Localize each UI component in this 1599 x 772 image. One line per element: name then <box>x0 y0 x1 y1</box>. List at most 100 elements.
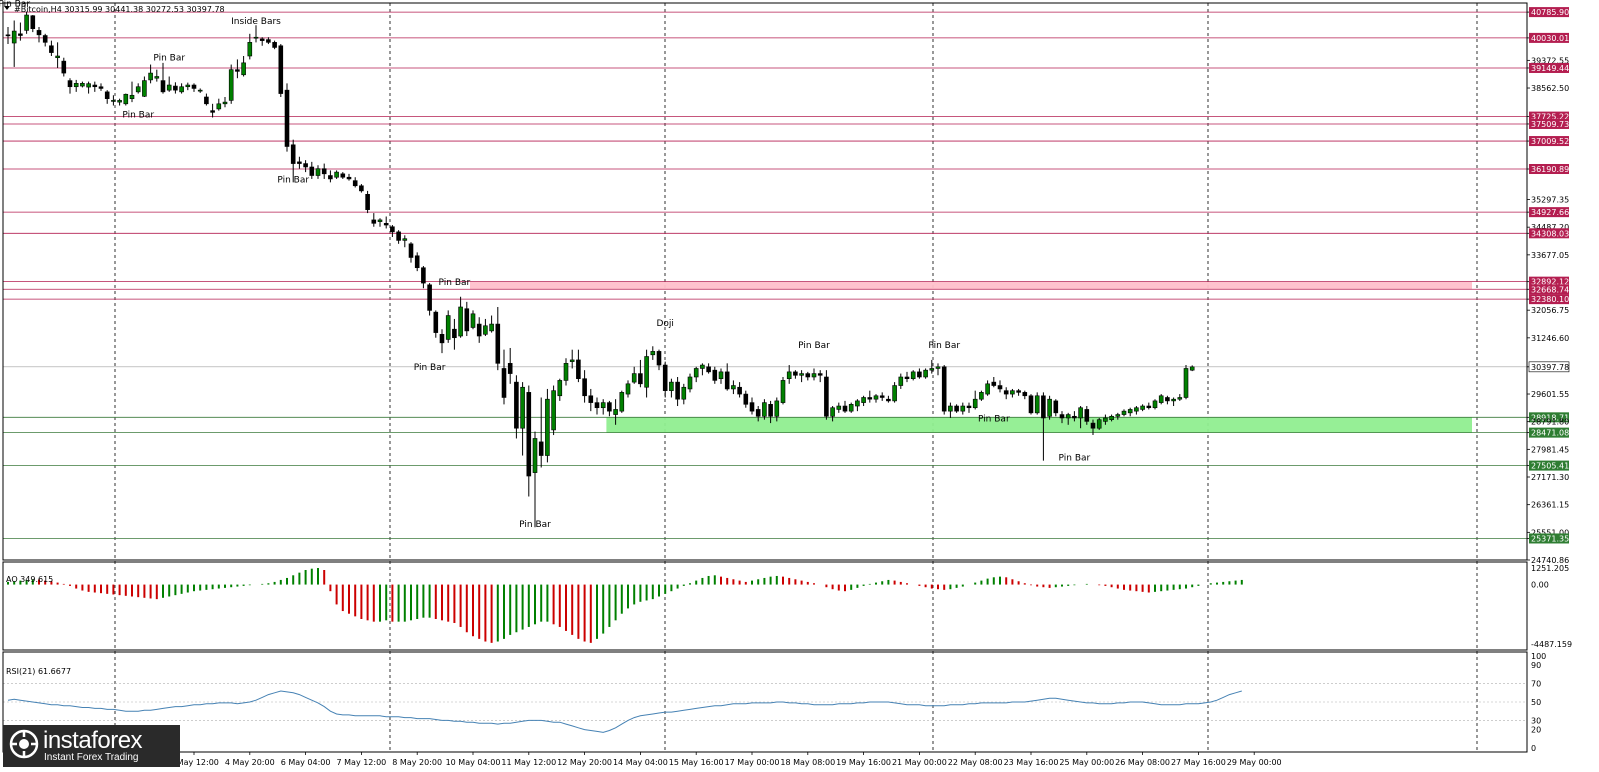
bull-candle <box>848 404 854 412</box>
bear-candle <box>346 176 352 180</box>
bear-candle <box>1084 409 1090 422</box>
bear-candle <box>61 60 67 74</box>
bear-candle <box>5 34 11 37</box>
bear-candle <box>439 334 445 344</box>
chart-header: #Bitcoin,H4 30315.99 30441.38 30272.53 3… <box>14 5 225 14</box>
price-label-box <box>1528 361 1570 373</box>
green-zone <box>606 417 1472 433</box>
instaforex-logo: instaforex Instant Forex Trading <box>3 725 180 767</box>
bear-candle <box>36 30 42 36</box>
bear-candle <box>160 80 166 93</box>
price-tick-label: 24740.86 <box>1531 556 1569 565</box>
bear-candle <box>755 409 761 417</box>
pattern-label: Pin Bar <box>122 110 154 120</box>
bear-candle <box>576 359 581 380</box>
bear-candle <box>712 369 718 381</box>
bear-candle <box>383 223 389 226</box>
bear-candle <box>737 386 742 395</box>
bear-candle <box>396 231 401 241</box>
bull-candle <box>123 93 129 105</box>
bear-candle <box>272 42 277 48</box>
bull-candle <box>985 383 990 395</box>
pattern-label: Pin Bar <box>519 520 551 530</box>
bull-candle <box>1065 414 1071 419</box>
pattern-label: Pin Bar <box>153 53 185 63</box>
bull-candle <box>11 30 17 44</box>
bear-candle <box>42 35 48 43</box>
bear-candle <box>1016 390 1021 393</box>
bull-candle <box>681 386 687 400</box>
pattern-label: Pin Bar <box>928 341 960 351</box>
time-tick-label: 26 May 08:00 <box>1115 758 1170 767</box>
bull-candle <box>693 368 699 378</box>
bull-candle <box>222 101 228 105</box>
bull-candle <box>1047 398 1052 417</box>
bull-candle <box>551 390 556 431</box>
bear-candle <box>290 144 296 164</box>
triangle-down-icon[interactable] <box>4 6 10 10</box>
ao-tick-label: 0.00 <box>1531 581 1549 590</box>
pattern-label: Pin Bar <box>0 0 30 9</box>
bear-candle <box>427 284 432 311</box>
bear-candle <box>328 175 333 180</box>
time-tick-label: 22 May 08:00 <box>948 758 1003 767</box>
price-tick-label: 25371.35 <box>1531 534 1569 543</box>
bull-candle <box>129 94 135 99</box>
bear-candle <box>1165 397 1170 402</box>
bull-candle <box>631 373 637 383</box>
bull-candle <box>718 371 724 380</box>
price-tick-label: 39372.55 <box>1531 56 1569 65</box>
bull-candle <box>600 402 606 409</box>
bull-candle <box>55 55 60 59</box>
bull-candle <box>873 395 879 400</box>
bear-candle <box>67 80 73 88</box>
bull-candle <box>197 89 203 92</box>
time-tick-label: 11 May 12:00 <box>501 758 556 767</box>
bull-candle <box>228 69 234 101</box>
price-label-box <box>1529 412 1569 423</box>
bear-candle <box>1059 414 1065 419</box>
bear-candle <box>805 373 811 378</box>
bear-candle <box>433 311 439 333</box>
bull-candle <box>972 398 978 409</box>
bear-candle <box>452 328 457 339</box>
bear-candle <box>98 86 104 89</box>
rsi-layer <box>3 683 1527 733</box>
bear-candle <box>495 323 501 364</box>
bear-candle <box>309 166 315 176</box>
bear-candle <box>817 373 823 376</box>
price-tick-label: 26361.15 <box>1531 501 1569 510</box>
bear-candle <box>514 381 519 429</box>
price-tick-label: 37509.73 <box>1531 120 1569 129</box>
bear-candle <box>365 194 370 210</box>
bear-candle <box>886 398 891 402</box>
bull-candle <box>1121 410 1127 415</box>
bull-candle <box>483 325 488 335</box>
bull-candle <box>960 405 966 412</box>
bear-candle <box>824 376 829 417</box>
bear-candle <box>501 368 507 398</box>
bull-candle <box>830 407 835 417</box>
bull-candle <box>910 371 916 380</box>
bull-candle <box>111 100 116 102</box>
price-label-box <box>1529 228 1569 239</box>
bull-candle <box>24 14 29 31</box>
bear-candle <box>390 226 395 233</box>
bear-candle <box>464 308 470 332</box>
bear-candle <box>297 161 302 164</box>
bull-candle <box>644 356 649 388</box>
annotation-layer: Pin Bar Inside Bars Pin Bar Pin Bar Pin Bar P… <box>0 0 1091 530</box>
bear-candle <box>321 168 327 175</box>
bull-candle <box>892 385 897 402</box>
time-tick-label: 23 May 16:00 <box>1004 758 1059 767</box>
price-label-box <box>1529 62 1569 73</box>
bear-candle <box>421 267 426 284</box>
bull-candle <box>700 364 705 369</box>
pane-frame <box>2 561 1528 651</box>
time-tick-label: 10 May 04:00 <box>446 758 501 767</box>
bear-candle <box>104 91 110 99</box>
bull-candle <box>179 86 184 93</box>
bear-candle <box>476 323 482 337</box>
bear-candle <box>638 373 643 385</box>
